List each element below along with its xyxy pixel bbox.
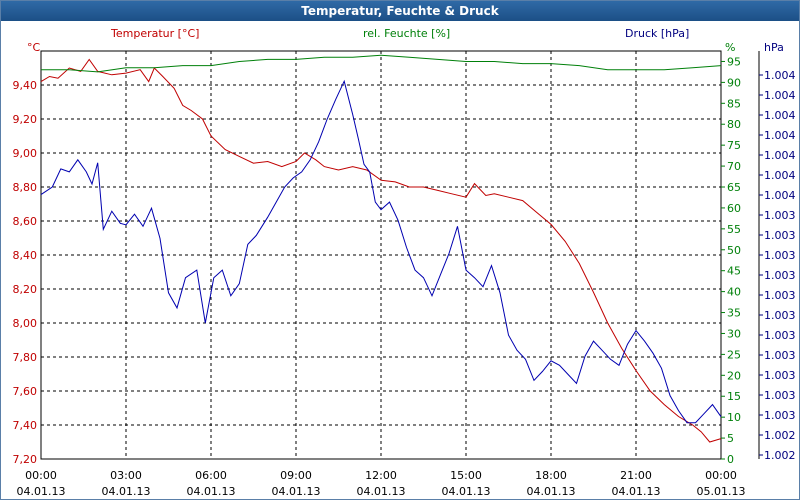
pressure-tick-label: 1.004 [764, 109, 796, 122]
temperature-tick-label: 8,40 [13, 249, 38, 262]
humidity-tick-label: 0 [727, 453, 734, 466]
temperature-unit: °C [27, 41, 41, 54]
humidity-tick-label: 5 [727, 432, 734, 445]
temperature-tick-label: 9,20 [13, 113, 38, 126]
x-time-label: 15:00 [450, 469, 482, 482]
pressure-tick-label: 1.003 [764, 369, 796, 382]
legend-humidity: rel. Feuchte [%] [363, 27, 450, 40]
humidity-tick-label: 95 [727, 55, 741, 68]
x-date-label: 04.01.13 [272, 485, 321, 498]
pressure-tick-label: 1.004 [764, 89, 796, 102]
humidity-tick-label: 50 [727, 244, 741, 257]
pressure-tick-label: 1.003 [764, 389, 796, 402]
pressure-tick-label: 1.003 [764, 209, 796, 222]
x-date-label: 04.01.13 [357, 485, 406, 498]
x-time-label: 00:00 [705, 469, 737, 482]
pressure-tick-label: 1.004 [764, 69, 796, 82]
humidity-tick-label: 55 [727, 223, 741, 236]
x-date-label: 04.01.13 [187, 485, 236, 498]
legend-temperature: Temperatur [°C] [110, 27, 199, 40]
pressure-tick-label: 1.003 [764, 309, 796, 322]
x-time-label: 18:00 [535, 469, 567, 482]
legend: Temperatur [°C] rel. Feuchte [%] Druck [… [27, 27, 784, 54]
x-time-label: 03:00 [110, 469, 142, 482]
humidity-tick-label: 80 [727, 118, 741, 131]
window-title: Temperatur, Feuchte & Druck [1, 1, 799, 21]
x-time-label: 12:00 [365, 469, 397, 482]
legend-pressure: Druck [hPa] [625, 27, 689, 40]
pressure-tick-label: 1.004 [764, 149, 796, 162]
humidity-tick-label: 10 [727, 411, 741, 424]
temperature-tick-label: 7,40 [13, 419, 38, 432]
series-lines [40, 54, 722, 443]
x-date-label: 04.01.13 [612, 485, 661, 498]
pressure-tick-label: 1.003 [764, 229, 796, 242]
humidity-tick-label: 85 [727, 97, 741, 110]
temperature-tick-label: 7,80 [13, 351, 38, 364]
pressure-tick-label: 1.002 [764, 429, 796, 442]
pressure-tick-label: 1.003 [764, 249, 796, 262]
pressure-tick-label: 1.004 [764, 189, 796, 202]
series-line-middle [41, 54, 722, 73]
x-date-label: 05.01.13 [697, 485, 746, 498]
series-line-right [40, 79, 722, 424]
pressure-tick-label: 1.003 [764, 349, 796, 362]
x-date-label: 04.01.13 [442, 485, 491, 498]
temperature-tick-label: 7,60 [13, 385, 38, 398]
humidity-tick-label: 25 [727, 348, 741, 361]
humidity-tick-label: 35 [727, 307, 741, 320]
pressure-tick-label: 1.003 [764, 329, 796, 342]
x-date-label: 04.01.13 [17, 485, 66, 498]
temperature-tick-label: 8,60 [13, 215, 38, 228]
humidity-tick-label: 90 [727, 76, 741, 89]
temperature-tick-label: 8,00 [13, 317, 38, 330]
humidity-tick-label: 70 [727, 160, 741, 173]
humidity-unit: % [725, 41, 735, 54]
humidity-tick-label: 20 [727, 369, 741, 382]
pressure-tick-label: 1.004 [764, 169, 796, 182]
series-line-left [40, 58, 722, 443]
x-time-label: 06:00 [195, 469, 227, 482]
pressure-tick-label: 1.003 [764, 289, 796, 302]
x-date-label: 04.01.13 [102, 485, 151, 498]
x-time-label: 21:00 [620, 469, 652, 482]
humidity-tick-label: 75 [727, 139, 741, 152]
pressure-tick-label: 1.004 [764, 129, 796, 142]
temperature-tick-label: 8,80 [13, 181, 38, 194]
pressure-tick-label: 1.003 [764, 269, 796, 282]
temperature-tick-label: 9,40 [13, 79, 38, 92]
x-time-label: 00:00 [25, 469, 57, 482]
humidity-tick-label: 60 [727, 202, 741, 215]
pressure-tick-label: 1.003 [764, 409, 796, 422]
pressure-tick-label: 1.002 [764, 449, 796, 462]
x-date-label: 04.01.13 [527, 485, 576, 498]
humidity-tick-label: 30 [727, 327, 741, 340]
humidity-tick-label: 65 [727, 181, 741, 194]
temperature-tick-label: 7,20 [13, 453, 38, 466]
humidity-tick-label: 15 [727, 390, 741, 403]
humidity-tick-label: 45 [727, 265, 741, 278]
temperature-tick-label: 8,20 [13, 283, 38, 296]
chart-area: 7,20 7,40 7,60 7,80 8,00 8,20 8,40 8,60 8,80 9,00… [13, 27, 796, 498]
temperature-tick-label: 9,00 [13, 147, 38, 160]
humidity-tick-label: 40 [727, 286, 741, 299]
axis-ticks: 7,20 7,40 7,60 7,80 8,00 8,20 8,40 8,60 8,80 9,00… [13, 55, 796, 498]
x-time-label: 09:00 [280, 469, 312, 482]
pressure-unit: hPa [764, 41, 784, 54]
